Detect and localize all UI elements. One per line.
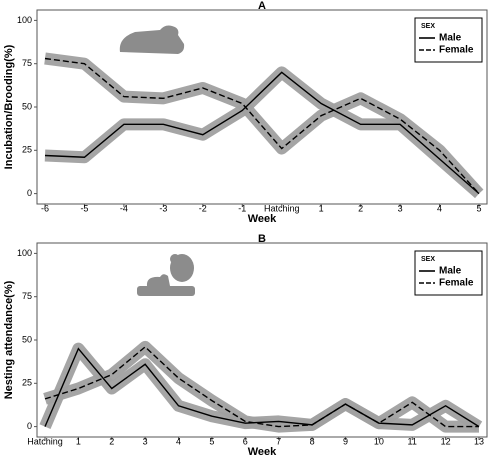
x-axis-label: Week	[248, 213, 277, 225]
series-line	[44, 347, 480, 428]
y-tick-label: 0	[27, 421, 32, 431]
x-axis-label: Week	[248, 446, 277, 456]
x-tick-label: Hatching	[264, 203, 300, 213]
y-axis-label: Nesting attendance(%)	[3, 280, 15, 399]
x-tick-label: 5	[209, 436, 214, 446]
y-tick-label: 50	[22, 101, 32, 111]
series-line	[44, 71, 480, 195]
series-line	[44, 57, 480, 195]
legend-title: SEX	[421, 23, 435, 30]
y-tick-label: 100	[17, 15, 32, 25]
x-tick-label: -6	[41, 203, 49, 213]
y-tick-label: 25	[22, 378, 32, 388]
y-tick-label: 0	[27, 188, 32, 198]
legend-box	[414, 17, 483, 63]
legend-label: Male	[439, 33, 462, 44]
chart-title: A	[258, 0, 266, 12]
egg-bird-icon	[119, 25, 185, 54]
x-tick-label: 10	[374, 436, 384, 446]
x-tick-label: 2	[109, 436, 114, 446]
legend-label: Female	[439, 45, 474, 56]
legend-title: SEX	[421, 256, 435, 263]
y-axis-label: Incubation/Brooding(%)	[3, 44, 15, 169]
confidence-band	[39, 342, 483, 432]
x-tick-label: 7	[276, 436, 281, 446]
x-tick-label: 8	[310, 436, 315, 446]
x-tick-label: -2	[199, 203, 207, 213]
y-tick-label: 100	[17, 248, 32, 258]
x-tick-label: 12	[441, 436, 451, 446]
x-tick-label: 4	[437, 203, 442, 213]
x-tick-label: 2	[358, 203, 363, 213]
legend-label: Female	[439, 278, 474, 289]
x-tick-label: 4	[176, 436, 181, 446]
x-tick-label: Hatching	[27, 436, 63, 446]
x-tick-label: 3	[143, 436, 148, 446]
series-line	[44, 345, 479, 428]
x-tick-label: 9	[343, 436, 348, 446]
chart-title: B	[258, 233, 266, 245]
x-tick-label: -4	[120, 203, 128, 213]
y-tick-label: 75	[22, 58, 32, 68]
x-tick-label: 1	[76, 436, 81, 446]
x-tick-label: 5	[476, 203, 481, 213]
x-tick-label: -1	[238, 203, 246, 213]
legend-label: Male	[439, 266, 462, 277]
chick-bird-icon	[137, 254, 195, 296]
x-tick-label: 13	[474, 436, 484, 446]
x-tick-label: 11	[408, 436, 417, 446]
y-tick-label: 75	[22, 291, 32, 301]
y-tick-label: 50	[22, 334, 32, 344]
x-tick-label: 6	[243, 436, 248, 446]
x-tick-label: 3	[398, 203, 403, 213]
y-tick-label: 25	[22, 145, 32, 155]
x-tick-label: -5	[80, 203, 88, 213]
x-tick-label: -3	[159, 203, 167, 213]
legend-box	[414, 250, 483, 296]
x-tick-label: 1	[319, 203, 324, 213]
